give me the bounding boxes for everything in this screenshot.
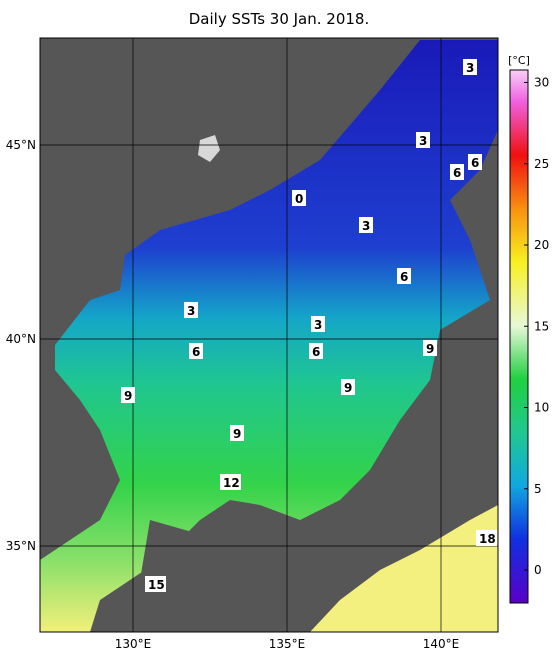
contour-label-box <box>423 340 437 356</box>
contour-label: 6 <box>400 270 408 284</box>
colorbar-tick-label: 20 <box>534 238 549 252</box>
contour-label: 6 <box>453 166 461 180</box>
contour-label: 6 <box>192 345 200 359</box>
colorbar-tick-label: 15 <box>534 319 549 333</box>
colorbar-tick-label: 30 <box>534 76 549 90</box>
contour-label: 9 <box>233 427 241 441</box>
colorbar-tick-label: 0 <box>534 563 542 577</box>
contour-label-box <box>397 268 411 284</box>
contour-label: 15 <box>148 578 165 592</box>
contour-label-box <box>311 316 325 332</box>
colorbar-unit: [°C] <box>508 54 530 67</box>
colorbar-tick-label: 10 <box>534 401 549 415</box>
contour-label-box <box>121 387 135 403</box>
lake <box>198 135 220 162</box>
lat-label: 40°N <box>6 332 36 346</box>
colorbar <box>509 69 529 604</box>
sea-pacific <box>310 505 498 632</box>
contour-label: 9 <box>426 342 434 356</box>
contour-label-box <box>468 154 482 170</box>
contour-label-box <box>450 164 464 180</box>
colorbar-tick-label: 25 <box>534 157 549 171</box>
contour-label-box <box>230 425 244 441</box>
contour-label-box <box>189 343 203 359</box>
contour-label: 3 <box>314 318 322 332</box>
lat-label: 35°N <box>6 539 36 553</box>
contour-label-box <box>309 343 323 359</box>
contour-label-box <box>359 217 373 233</box>
contour-label-box <box>145 576 166 592</box>
contour-label: 9 <box>344 381 352 395</box>
contour-label: 3 <box>419 134 427 148</box>
map-area <box>40 38 498 632</box>
contour-label: 3 <box>362 219 370 233</box>
contour-label-box <box>476 530 497 546</box>
land-honshu-west <box>140 520 310 610</box>
lon-label: 130°E <box>115 637 152 651</box>
contour-label-box <box>463 59 477 75</box>
sea-japan <box>40 40 498 632</box>
graticule <box>40 38 498 632</box>
lat-label: 45°N <box>6 138 36 152</box>
contour-label: 18 <box>479 532 496 546</box>
contour-label-box <box>220 474 241 490</box>
map-frame <box>39 37 499 633</box>
lon-label: 135°E <box>269 637 306 651</box>
contour-label: 0 <box>295 192 303 206</box>
contour-label: 9 <box>124 389 132 403</box>
title: Daily SSTs 30 Jan. 2018. <box>189 10 369 28</box>
contour-label: 3 <box>187 304 195 318</box>
contour-label-box <box>341 379 355 395</box>
contour-label: 6 <box>312 345 320 359</box>
contour-label: 12 <box>223 476 240 490</box>
contour-label-box <box>184 302 198 318</box>
contour-label: 6 <box>471 156 479 170</box>
lon-label: 140°E <box>423 637 460 651</box>
contour-label: 3 <box>466 61 474 75</box>
colorbar-ticks: 0 5 10 15 20 25 30 <box>524 76 549 577</box>
contour-label-box <box>416 132 430 148</box>
contour-label-box <box>292 190 306 206</box>
colorbar-tick-label: 5 <box>534 482 542 496</box>
